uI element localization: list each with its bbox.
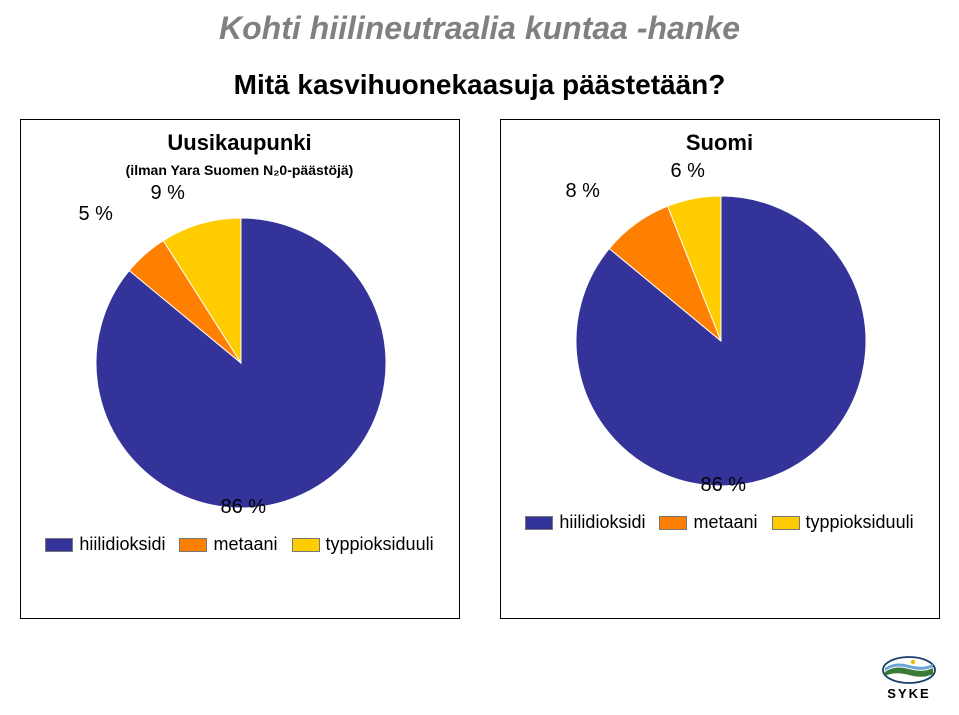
slice-label: 86 % xyxy=(221,496,267,519)
legend-label: metaani xyxy=(693,512,757,533)
legend: hiilidioksidi metaani typpioksiduuli xyxy=(21,534,459,555)
legend-label: hiilidioksidi xyxy=(79,534,165,555)
legend-label: hiilidioksidi xyxy=(559,512,645,533)
logo-text: SYKE xyxy=(881,686,937,701)
legend: hiilidioksidi metaani typpioksiduuli xyxy=(501,512,939,533)
swatch-typpioksiduuli xyxy=(292,538,320,552)
slice-label: 8 % xyxy=(566,180,600,203)
swatch-hiilidioksidi xyxy=(45,538,73,552)
legend-label: typpioksiduuli xyxy=(326,534,434,555)
legend-item-metaani: metaani xyxy=(179,534,277,555)
legend-item-hiilidioksidi: hiilidioksidi xyxy=(525,512,645,533)
legend-item-typpioksiduuli: typpioksiduuli xyxy=(772,512,914,533)
slice-label: 6 % xyxy=(671,160,705,183)
legend-label: typpioksiduuli xyxy=(806,512,914,533)
legend-label: metaani xyxy=(213,534,277,555)
pie-wrap: 86 %8 %6 % xyxy=(501,166,939,496)
syke-logo-icon xyxy=(881,655,937,685)
pie-chart xyxy=(21,188,461,518)
slice-label: 5 % xyxy=(79,203,113,226)
chart-note: (ilman Yara Suomen N₂0-päästöjä) xyxy=(21,162,459,178)
chart-title: Uusikaupunki xyxy=(21,130,459,156)
swatch-metaani xyxy=(659,516,687,530)
legend-item-metaani: metaani xyxy=(659,512,757,533)
pie-chart xyxy=(501,166,941,496)
swatch-metaani xyxy=(179,538,207,552)
legend-item-typpioksiduuli: typpioksiduuli xyxy=(292,534,434,555)
swatch-typpioksiduuli xyxy=(772,516,800,530)
page-title: Kohti hiilineutraalia kuntaa -hanke xyxy=(0,0,959,47)
pie-wrap: 86 %5 %9 % xyxy=(21,188,459,518)
slice-label: 86 % xyxy=(701,474,747,497)
chart-panel-uusikaupunki: Uusikaupunki (ilman Yara Suomen N₂0-pääs… xyxy=(20,119,460,619)
charts-row: Uusikaupunki (ilman Yara Suomen N₂0-pääs… xyxy=(0,119,959,619)
subtitle: Mitä kasvihuonekaasuja päästetään? xyxy=(0,69,959,101)
chart-title: Suomi xyxy=(501,130,939,156)
legend-item-hiilidioksidi: hiilidioksidi xyxy=(45,534,165,555)
slice-label: 9 % xyxy=(151,182,185,205)
chart-panel-suomi: Suomi 86 % 8 % 6 % hiilidioksidi metaani t… xyxy=(500,119,940,619)
swatch-hiilidioksidi xyxy=(525,516,553,530)
syke-logo: SYKE xyxy=(881,655,937,701)
